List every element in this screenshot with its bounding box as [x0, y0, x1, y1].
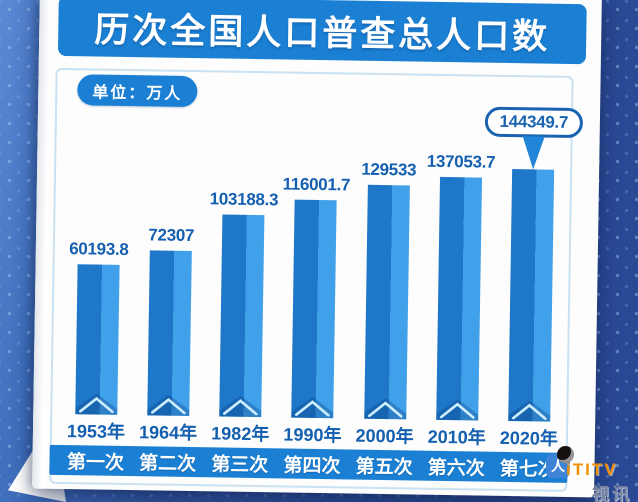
bar-column: 144349.7 — [484, 93, 584, 422]
bar-column: 103188.3 — [205, 88, 282, 418]
bar-base-chevron-icon — [75, 393, 118, 415]
chart-title: 历次全国人口普查总人口数 — [93, 9, 551, 57]
bar-base-chevron-icon — [435, 399, 479, 421]
chart-card: 历次全国人口普查总人口数 单位：万人 60193.8 72307 103188.3 1… — [32, 0, 602, 498]
year-label: 2010年 — [427, 426, 486, 448]
year-label: 2000年 — [355, 425, 414, 447]
bar — [363, 184, 410, 420]
bar — [75, 264, 120, 415]
bar-column: 116001.7 — [277, 89, 354, 419]
bar-base-chevron-icon — [291, 396, 334, 419]
bars-row: 60193.8 72307 103188.3 116001.7 129533 137053… — [60, 86, 584, 422]
bar-column: 137053.7 — [421, 92, 498, 421]
year-label: 1964年 — [138, 422, 198, 444]
bar-base-chevron-icon — [219, 395, 262, 418]
year-label: 1953年 — [66, 421, 126, 443]
bar — [435, 176, 482, 421]
bar-value-label: 60193.8 — [69, 239, 129, 260]
year-label: 2020年 — [499, 427, 559, 449]
callout-pointer-icon — [522, 136, 545, 170]
bar-value-label: 103188.3 — [209, 189, 279, 210]
bar-column: 72307 — [132, 87, 209, 417]
bar — [147, 250, 192, 417]
census-label: 第四次 — [283, 455, 341, 477]
bar-base-chevron-icon — [147, 394, 190, 417]
bar-column: 60193.8 — [60, 86, 137, 415]
bar-value-label: 137053.7 — [426, 151, 496, 172]
census-label: 第五次 — [355, 456, 413, 479]
census-band-inner: 第一次 第二次 第三次 第四次 第五次 第六次 第七次 — [59, 446, 564, 481]
bar — [219, 214, 265, 418]
bar — [291, 199, 338, 419]
bar-value-label: 116001.7 — [282, 174, 351, 195]
bar-base-chevron-icon — [508, 400, 551, 422]
year-label: 1990年 — [283, 424, 342, 446]
bar — [508, 169, 555, 422]
watermark-sub-label: 视讯 — [592, 485, 632, 502]
bar-value-label: 129533 — [361, 159, 417, 180]
year-label: 1982年 — [211, 423, 270, 445]
watermark-brand: iTITV — [566, 460, 618, 479]
bar-value-label: 72307 — [148, 225, 195, 246]
bar-base-chevron-icon — [363, 398, 406, 420]
census-label: 第二次 — [138, 452, 197, 475]
census-label: 第一次 — [66, 451, 125, 474]
highlight-callout: 144349.7 — [484, 106, 584, 139]
title-banner: 历次全国人口普查总人口数 — [57, 0, 587, 65]
watermark-panda-icon — [557, 446, 574, 463]
census-label: 第六次 — [427, 457, 485, 480]
census-label: 第三次 — [211, 453, 269, 476]
bar-column: 129533 — [349, 91, 426, 420]
